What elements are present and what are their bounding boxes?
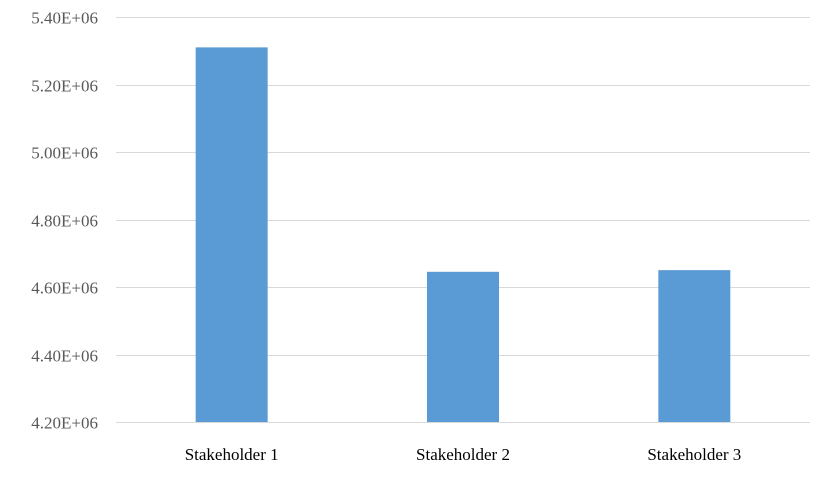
bar-stakeholder-1 [195,47,268,422]
y-tick-label: 5.40E+06 [31,9,98,28]
y-tick-label: 5.00E+06 [31,144,98,163]
y-tick-label: 4.80E+06 [31,212,98,231]
x-axis-category-labels: Stakeholder 1 Stakeholder 2 Stakeholder 3 [185,445,742,464]
y-tick-label: 4.40E+06 [31,347,98,366]
category-label: Stakeholder 1 [185,445,279,464]
category-label: Stakeholder 2 [416,445,510,464]
y-tick-label: 5.20E+06 [31,77,98,96]
y-tick-label: 4.60E+06 [31,279,98,298]
category-label: Stakeholder 3 [647,445,741,464]
y-axis-tick-labels: 4.20E+06 4.40E+06 4.60E+06 4.80E+06 5.00E+06… [31,9,98,433]
bars [195,47,731,422]
y-tick-label: 4.20E+06 [31,414,98,433]
bar-stakeholder-2 [427,271,499,422]
bar-stakeholder-3 [658,270,731,422]
